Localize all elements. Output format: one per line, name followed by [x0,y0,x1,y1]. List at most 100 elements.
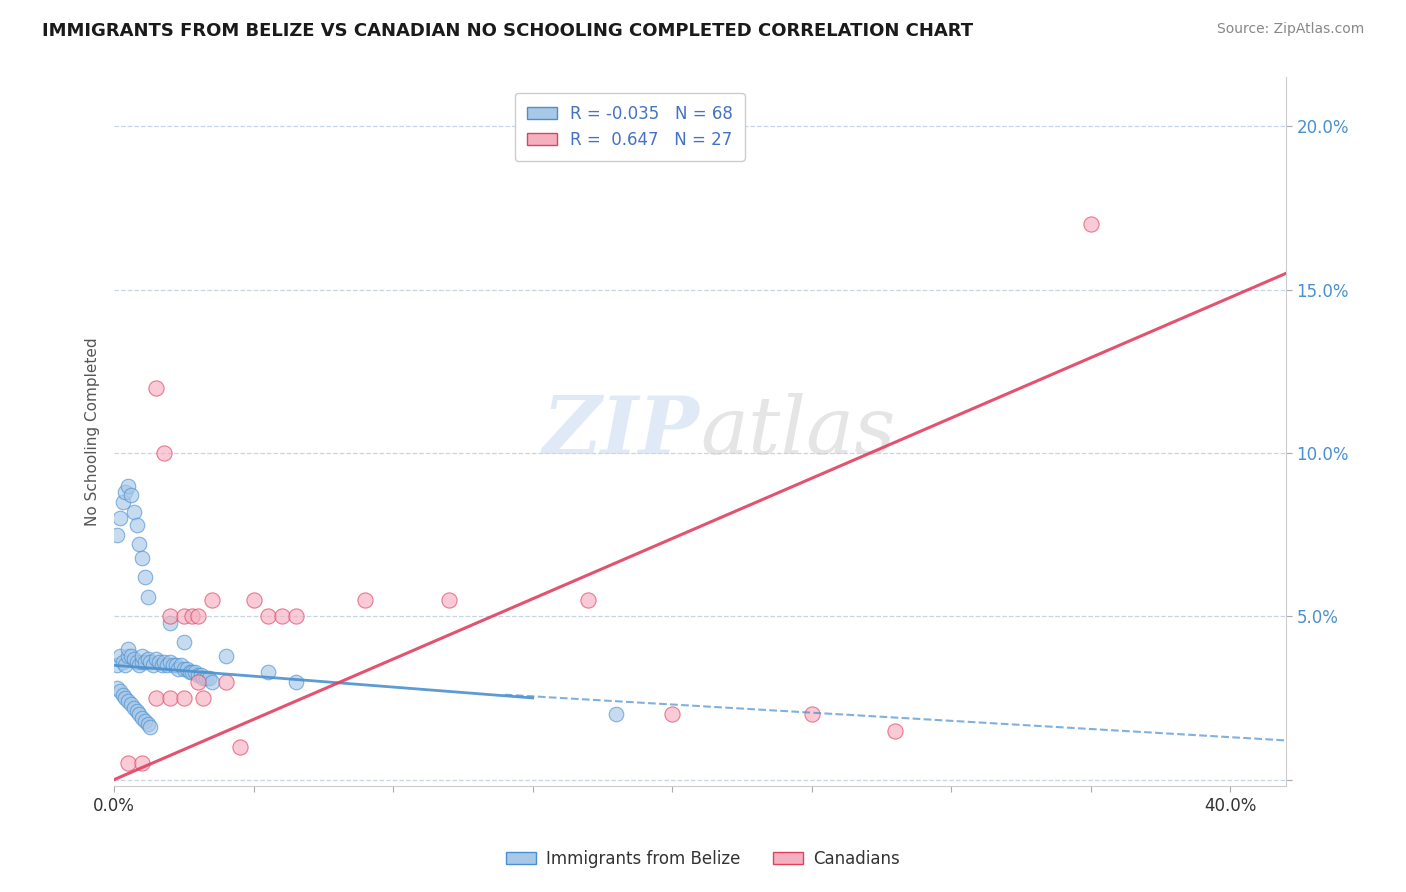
Point [139,720,162,734]
Point [167,662,190,676]
Y-axis label: No Schooling Completed: No Schooling Completed [86,337,100,526]
Point [117,642,139,657]
Point [131,550,153,565]
Point [111,655,134,669]
Text: atlas: atlas [700,393,896,471]
Point [187,668,209,682]
Point [215,648,238,663]
Point [105,658,128,673]
Point [156,658,179,673]
Point [1080,218,1102,232]
Point [136,590,159,604]
Point [131,655,153,669]
Point [111,495,134,509]
Point [181,609,204,624]
Point [122,700,145,714]
Point [142,658,165,673]
Text: ZIP: ZIP [543,393,700,471]
Point [114,485,136,500]
Point [256,665,278,679]
Point [198,672,221,686]
Point [148,655,170,669]
Point [125,517,148,532]
Point [134,714,156,728]
Point [150,658,173,673]
Point [437,593,460,607]
Point [284,674,307,689]
Point [165,658,187,673]
Point [145,690,167,705]
Point [105,527,128,541]
Point [117,756,139,771]
Point [173,609,195,624]
Point [108,511,131,525]
Point [120,488,142,502]
Point [134,570,156,584]
Point [605,707,627,722]
Point [122,505,145,519]
Point [125,704,148,718]
Text: Source: ZipAtlas.com: Source: ZipAtlas.com [1216,22,1364,37]
Point [122,652,145,666]
Point [170,658,193,673]
Point [242,593,264,607]
Point [179,665,201,679]
Point [117,478,139,492]
Legend: Immigrants from Belize, Canadians: Immigrants from Belize, Canadians [499,844,907,875]
Point [159,690,181,705]
Point [136,717,159,731]
Point [117,648,139,663]
Point [162,658,184,673]
Point [128,537,150,551]
Point [108,684,131,698]
Point [131,648,153,663]
Point [173,635,195,649]
Point [578,593,600,607]
Point [201,593,224,607]
Point [139,655,162,669]
Point [128,658,150,673]
Point [173,690,195,705]
Point [256,609,278,624]
Point [173,662,195,676]
Point [661,707,683,722]
Legend: R = -0.035   N = 68, R =  0.647   N = 27: R = -0.035 N = 68, R = 0.647 N = 27 [515,93,745,161]
Point [184,665,207,679]
Point [108,648,131,663]
Point [114,658,136,673]
Point [187,609,209,624]
Point [136,652,159,666]
Point [354,593,377,607]
Point [884,723,907,738]
Point [195,672,218,686]
Point [125,655,148,669]
Text: IMMIGRANTS FROM BELIZE VS CANADIAN NO SCHOOLING COMPLETED CORRELATION CHART: IMMIGRANTS FROM BELIZE VS CANADIAN NO SC… [42,22,973,40]
Point [159,655,181,669]
Point [176,662,198,676]
Point [114,690,136,705]
Point [153,655,176,669]
Point [153,446,176,460]
Point [128,707,150,722]
Point [201,674,224,689]
Point [145,381,167,395]
Point [215,674,238,689]
Point [181,665,204,679]
Point [117,694,139,708]
Point [134,655,156,669]
Point [159,609,181,624]
Point [229,739,252,754]
Point [284,609,307,624]
Point [131,756,153,771]
Point [120,648,142,663]
Point [111,688,134,702]
Point [120,698,142,712]
Point [193,690,215,705]
Point [800,707,823,722]
Point [131,710,153,724]
Point [105,681,128,695]
Point [270,609,292,624]
Point [190,668,212,682]
Point [187,674,209,689]
Point [145,652,167,666]
